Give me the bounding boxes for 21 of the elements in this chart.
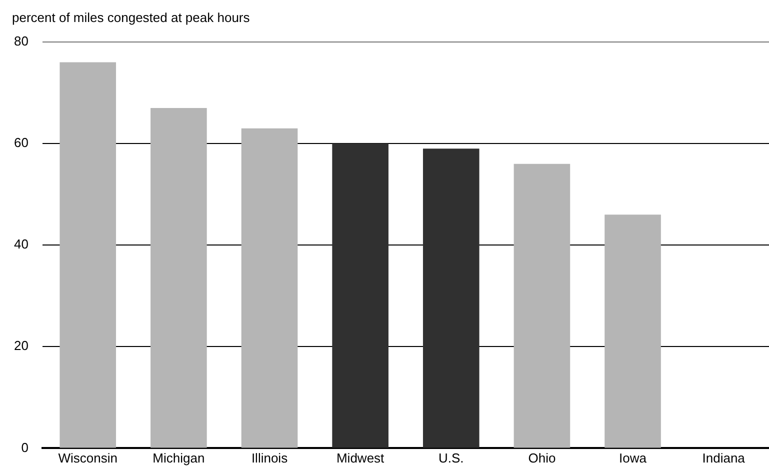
- x-tick-label: Indiana: [702, 450, 746, 466]
- y-axis-title: percent of miles congested at peak hours: [12, 10, 250, 25]
- x-tick-label: Ohio: [528, 450, 556, 466]
- y-tick-label: 0: [21, 440, 28, 455]
- x-tick-label: Wisconsin: [58, 450, 118, 466]
- x-tick-label: Michigan: [152, 450, 205, 466]
- bar: [332, 144, 388, 448]
- y-tick-label: 20: [14, 338, 28, 354]
- x-tick-label: Iowa: [619, 450, 648, 466]
- bar: [150, 108, 207, 448]
- y-tick-label: 60: [14, 135, 28, 150]
- bar: [60, 62, 116, 448]
- x-tick-label: Midwest: [336, 450, 385, 466]
- x-tick-label: U.S.: [438, 450, 464, 466]
- bar: [514, 164, 570, 448]
- bar: [422, 148, 480, 448]
- bar: [241, 128, 298, 448]
- x-tick-label: Illinois: [251, 450, 288, 466]
- y-tick-label: 80: [14, 34, 28, 49]
- bar: [604, 214, 661, 448]
- y-tick-label: 40: [14, 236, 28, 252]
